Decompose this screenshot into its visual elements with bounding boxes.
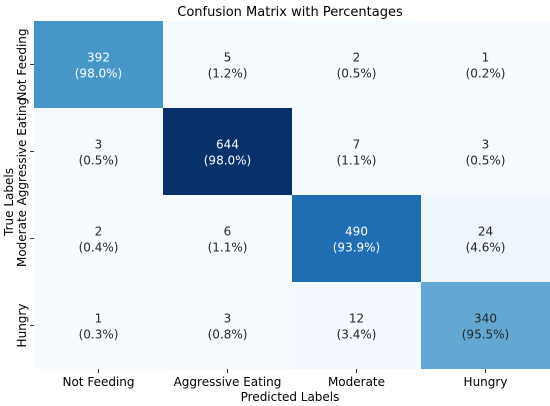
x-tick-label: Hungry (464, 375, 508, 389)
heatmap-cell (34, 195, 163, 282)
heatmap-cell (421, 195, 550, 282)
cell-count: 490 (345, 225, 368, 239)
cell-count: 6 (224, 225, 232, 239)
y-tick-label: Moderate (15, 210, 29, 267)
cell-percentage: (98.0%) (75, 67, 122, 81)
y-axis-label: True Labels (2, 168, 16, 237)
heatmap-cell (163, 195, 292, 282)
cell-percentage: (0.3%) (79, 328, 119, 342)
heatmap-cell (421, 108, 550, 195)
cell-percentage: (0.8%) (208, 328, 248, 342)
cell-percentage: (0.2%) (466, 67, 506, 81)
cell-percentage: (0.5%) (466, 154, 506, 168)
cell-percentage: (0.5%) (79, 154, 119, 168)
cell-percentage: (1.2%) (208, 67, 248, 81)
cell-percentage: (1.1%) (337, 154, 377, 168)
heatmap-cell (163, 282, 292, 369)
x-axis-label: Predicted Labels (241, 390, 340, 404)
cell-count: 24 (478, 225, 493, 239)
heatmap-cell (421, 21, 550, 108)
cell-count: 1 (482, 51, 490, 65)
cell-count: 3 (95, 138, 103, 152)
cell-count: 3 (224, 312, 232, 326)
cell-percentage: (95.5%) (462, 328, 509, 342)
cell-count: 3 (482, 138, 490, 152)
x-tick-label: Not Feeding (62, 375, 134, 389)
cell-percentage: (3.4%) (337, 328, 377, 342)
heatmap-cell (34, 108, 163, 195)
heatmap-cell (292, 282, 421, 369)
heatmap-cell (34, 21, 163, 108)
cell-percentage: (1.1%) (208, 241, 248, 255)
cell-count: 392 (87, 51, 110, 65)
y-tick-label: Aggressive Eating (15, 98, 29, 206)
cell-percentage: (93.9%) (333, 241, 380, 255)
heatmap-cell (292, 21, 421, 108)
heatmap-cell (163, 21, 292, 108)
heatmap-cell (421, 282, 550, 369)
heatmap-cell (163, 108, 292, 195)
x-tick-label: Aggressive Eating (174, 375, 282, 389)
cell-percentage: (0.5%) (337, 67, 377, 81)
cell-count: 340 (474, 312, 497, 326)
cell-count: 644 (216, 138, 239, 152)
x-axis-ticks: Not Feeding Aggressive Eating Moderate Hung… (62, 369, 507, 389)
heatmap-cell (292, 108, 421, 195)
cell-count: 7 (353, 138, 361, 152)
cell-count: 5 (224, 51, 232, 65)
cell-count: 1 (95, 312, 103, 326)
heatmap-cell (34, 282, 163, 369)
x-tick-label: Moderate (328, 375, 385, 389)
heatmap-cells: 392(98.0%)5(1.2%)2(0.5%)1(0.2%)3(0.5%)64… (34, 21, 550, 369)
y-tick-label: Not Feeding (15, 28, 29, 100)
cell-count: 2 (353, 51, 361, 65)
y-tick-label: Hungry (15, 304, 29, 348)
cell-percentage: (4.6%) (466, 241, 506, 255)
cell-percentage: (98.0%) (204, 154, 251, 168)
cell-count: 12 (349, 312, 364, 326)
cell-count: 2 (95, 225, 103, 239)
heatmap-cell (292, 195, 421, 282)
cell-percentage: (0.4%) (79, 241, 119, 255)
chart-title: Confusion Matrix with Percentages (177, 5, 403, 20)
